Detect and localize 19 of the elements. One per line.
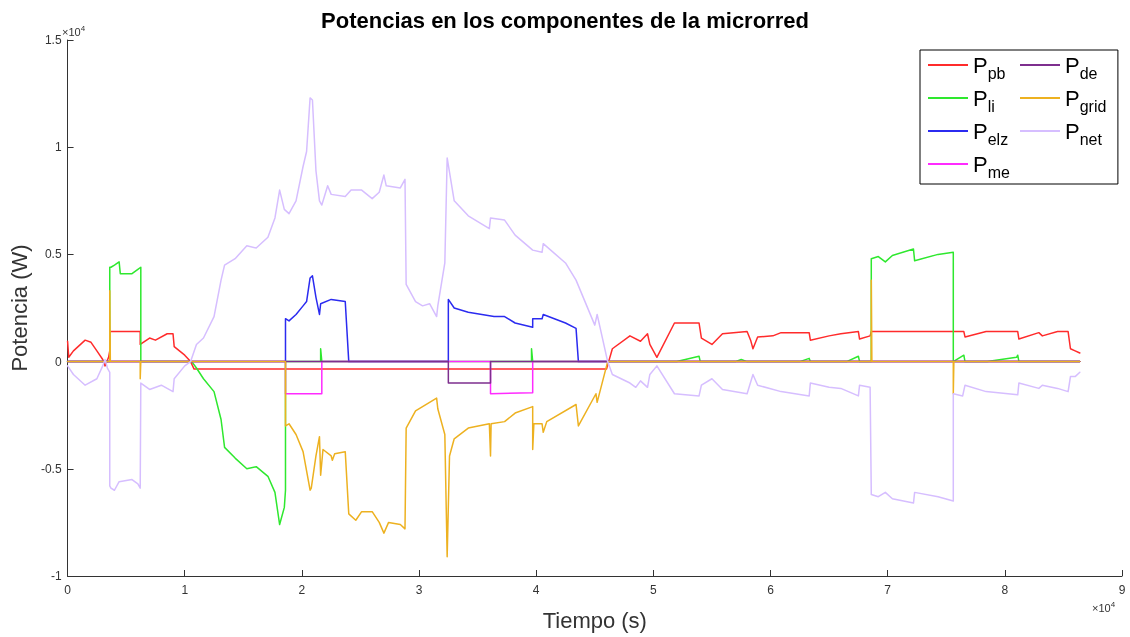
y-tick-label: -0.5	[40, 461, 62, 476]
x-tick-label: 9	[1118, 583, 1126, 597]
x-tick-label: 7	[884, 583, 892, 597]
x-tick-label: 8	[1001, 583, 1009, 597]
y-tick-label: 1.5	[44, 33, 62, 47]
x-axis-title: Tiempo (s)	[542, 607, 647, 633]
y-tick-label: 0.5	[44, 247, 62, 262]
x-tick-label: 6	[767, 583, 775, 597]
x-tick-label: 2	[298, 583, 306, 597]
x-tick-label: 4	[532, 583, 540, 597]
x-tick-label: 3	[415, 583, 423, 597]
x-tick-label: 0	[64, 583, 72, 597]
x-tick-label: 5	[650, 583, 658, 597]
chart-title: Potencias en los componentes de la microrred	[321, 7, 809, 33]
x-tick-label: 1	[181, 583, 189, 597]
y-tick-label: 1	[54, 140, 62, 155]
y-tick-label: 0	[54, 354, 62, 369]
y-axis-title: Potencia (W)	[6, 244, 32, 372]
y-tick-label: -1	[50, 569, 62, 583]
